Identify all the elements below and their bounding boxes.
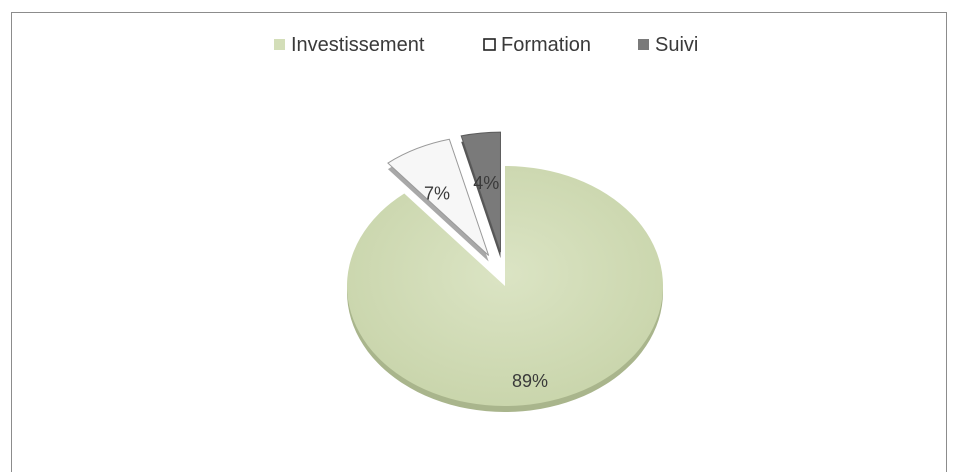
legend-swatch-formation	[483, 38, 496, 51]
slice-label-formation: 7%	[424, 184, 450, 204]
pie-chart: Investissement Formation Suivi 89% 7% 4%	[274, 34, 698, 413]
chart-frame: Investissement Formation Suivi 89% 7% 4%	[11, 12, 947, 472]
slice-label-investissement: 89%	[512, 371, 548, 391]
legend-label-formation: Formation	[501, 34, 591, 56]
legend-swatch-investissement	[274, 39, 285, 50]
slice-label-suivi: 4%	[473, 173, 499, 193]
pie-slice-suivi	[460, 131, 501, 253]
pie-slice-formation	[387, 138, 490, 256]
slice-labels: 89% 7% 4%	[424, 173, 548, 391]
legend-label-suivi: Suivi	[655, 34, 698, 56]
legend-swatch-suivi	[638, 39, 649, 50]
legend-label-investissement: Investissement	[291, 34, 425, 56]
legend: Investissement Formation Suivi	[274, 34, 698, 56]
pie-slices	[347, 131, 664, 413]
pie-slice-investissement	[347, 166, 664, 407]
